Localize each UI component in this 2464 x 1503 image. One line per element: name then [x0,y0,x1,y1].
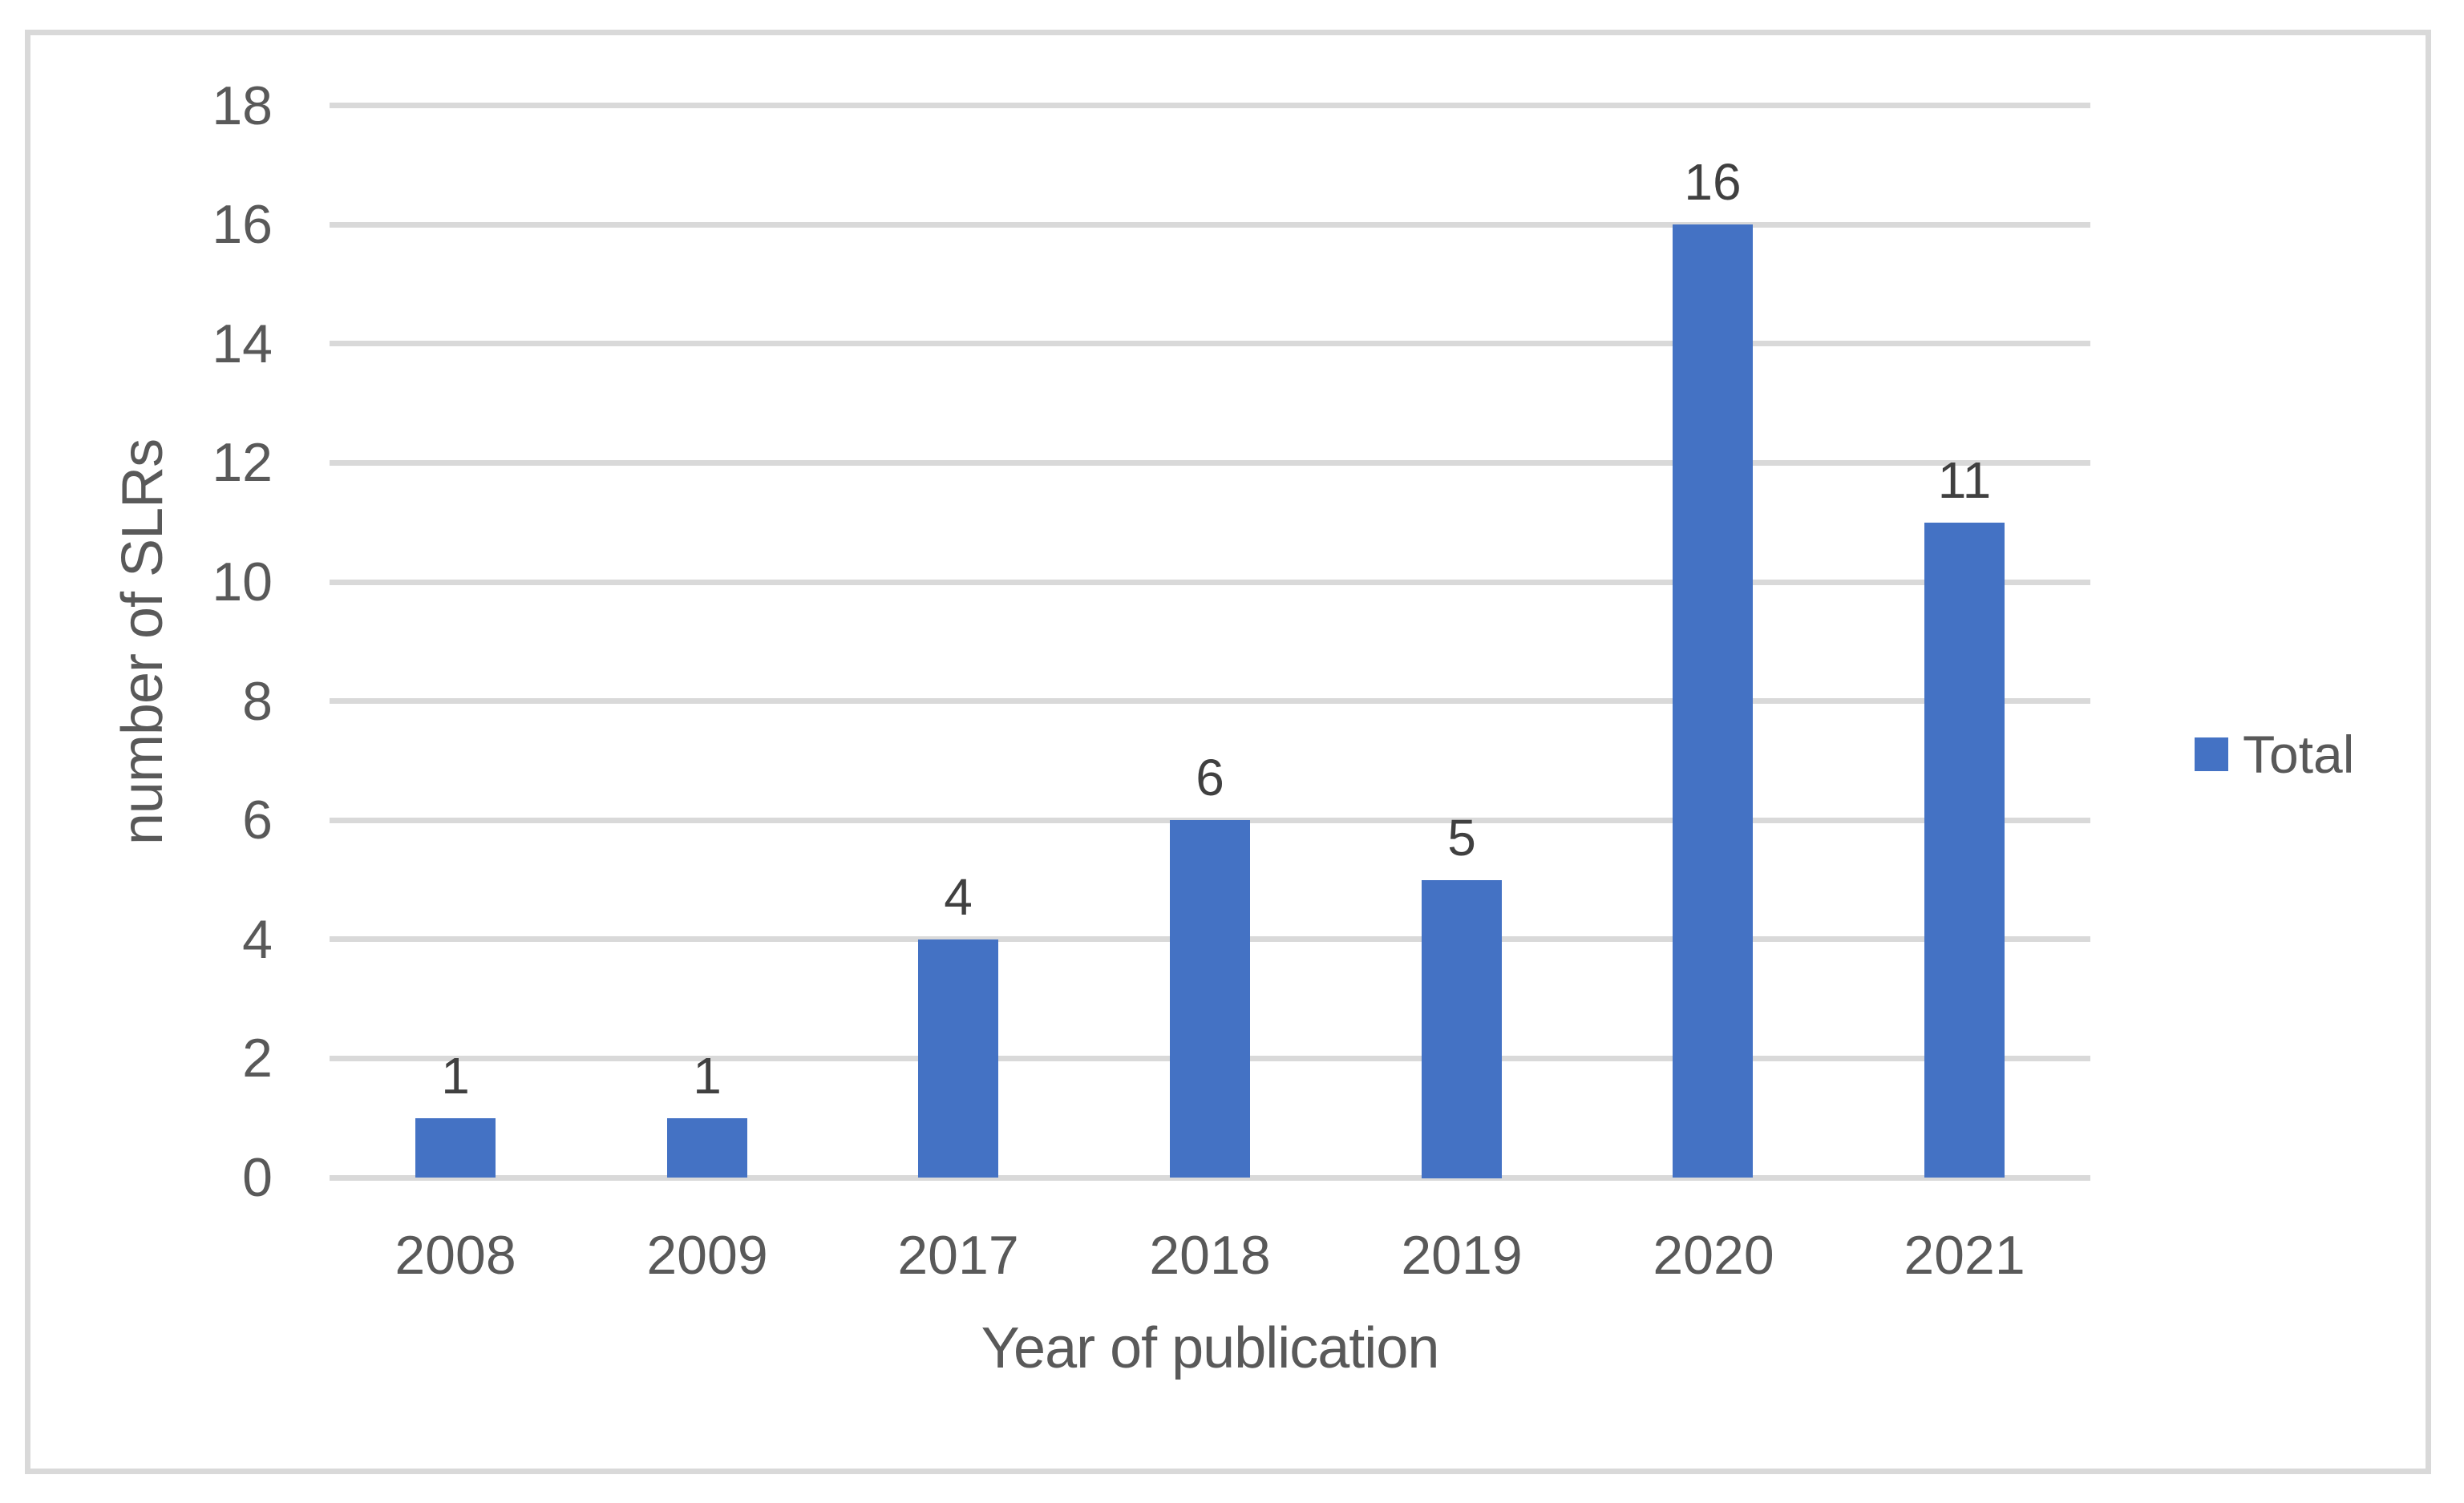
data-label: 5 [1447,809,1476,867]
legend: Total [2195,728,2354,781]
gridline [330,103,2090,108]
y-axis-title: number of SLRs [111,438,175,846]
x-tick-label: 2008 [394,1225,516,1286]
plot-area [330,103,2090,1185]
x-tick-label: 2009 [646,1225,768,1286]
y-tick-label: 4 [242,909,273,970]
y-tick-label: 14 [212,313,273,374]
data-label: 6 [1196,749,1224,806]
gridline [330,698,2090,704]
data-label: 16 [1684,153,1742,211]
bar-2019 [1422,880,1502,1178]
bar-2021 [1924,523,2005,1178]
gridline [330,222,2090,228]
y-tick-label: 12 [212,432,273,493]
x-tick-label: 2018 [1149,1225,1271,1286]
legend-swatch-icon [2195,737,2228,771]
x-tick-label: 2020 [1653,1225,1774,1286]
data-label: 1 [693,1047,722,1105]
x-tick-label: 2021 [1904,1225,2025,1286]
bar-2008 [415,1118,496,1178]
x-axis-title: Year of publication [981,1316,1440,1380]
y-tick-label: 6 [242,790,273,850]
data-label: 1 [441,1047,470,1105]
y-tick-label: 8 [242,671,273,732]
y-tick-label: 18 [212,75,273,136]
y-tick-label: 2 [242,1028,273,1089]
bar-2018 [1170,820,1250,1178]
bar-2020 [1673,224,1753,1178]
chart-border [25,30,2431,1474]
y-tick-label: 10 [212,552,273,612]
data-label: 11 [1937,451,1992,509]
x-tick-label: 2017 [897,1225,1019,1286]
x-axis-line [330,1175,2090,1181]
gridline [330,341,2090,346]
legend-label: Total [2243,725,2355,784]
gridline [330,460,2090,466]
y-tick-label: 16 [212,194,273,255]
bar-2009 [667,1118,747,1178]
data-label: 4 [944,868,973,926]
x-tick-label: 2019 [1401,1225,1523,1286]
y-tick-label: 0 [242,1147,273,1208]
bar-2017 [918,939,998,1178]
gridline [330,580,2090,585]
